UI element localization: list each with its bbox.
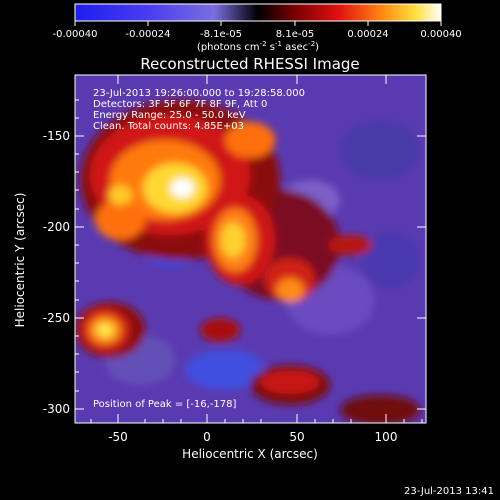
- colorbar-tick-label: 8.1e-05: [276, 29, 314, 40]
- x-tick-label: 50: [289, 430, 304, 444]
- colorbar-units: (photons cm-2 s-1 asec-2): [197, 40, 319, 53]
- y-tick-label: -300: [43, 402, 70, 416]
- colorbar-tick-label: 0.00024: [347, 29, 388, 40]
- info-energy: Energy Range: 25.0 - 50.0 keV: [93, 110, 246, 121]
- colorbar-tick-label: 0.00040: [420, 29, 461, 40]
- colorbar: [74, 3, 442, 22]
- colorbar-ticks: [74, 21, 442, 26]
- info-detectors: Detectors: 3F 5F 6F 7F 8F 9F, Att 0: [93, 99, 267, 110]
- x-tick-label: 100: [375, 430, 398, 444]
- y-axis-label: Heliocentric Y (arcsec): [13, 193, 27, 328]
- x-tick-label: -50: [108, 430, 128, 444]
- image-frame: [74, 74, 427, 424]
- y-tick-label: -200: [43, 220, 70, 234]
- y-axis-ticks: [75, 99, 426, 410]
- x-tick-label: 0: [203, 430, 211, 444]
- info-time: 23-Jul-2013 19:26:00.000 to 19:28:58.000: [93, 88, 305, 99]
- colorbar-tick-label: -0.00024: [126, 29, 171, 40]
- rhessi-image: [75, 75, 426, 423]
- info-clean: Clean. Total counts: 4.85E+03: [93, 121, 244, 132]
- peak-position: Position of Peak = [-16,-178]: [93, 399, 237, 410]
- y-tick-label: -150: [43, 129, 70, 143]
- timestamp: 23-Jul-2013 13:41: [404, 486, 494, 497]
- colorbar-tick-label: -0.00040: [53, 29, 98, 40]
- x-axis-ticks: [90, 75, 423, 423]
- x-axis-label: Heliocentric X (arcsec): [182, 447, 318, 461]
- image-title: Reconstructed RHESSI Image: [140, 55, 359, 73]
- colorbar-tick-label: -8.1e-05: [200, 29, 242, 40]
- y-tick-label: -250: [43, 311, 70, 325]
